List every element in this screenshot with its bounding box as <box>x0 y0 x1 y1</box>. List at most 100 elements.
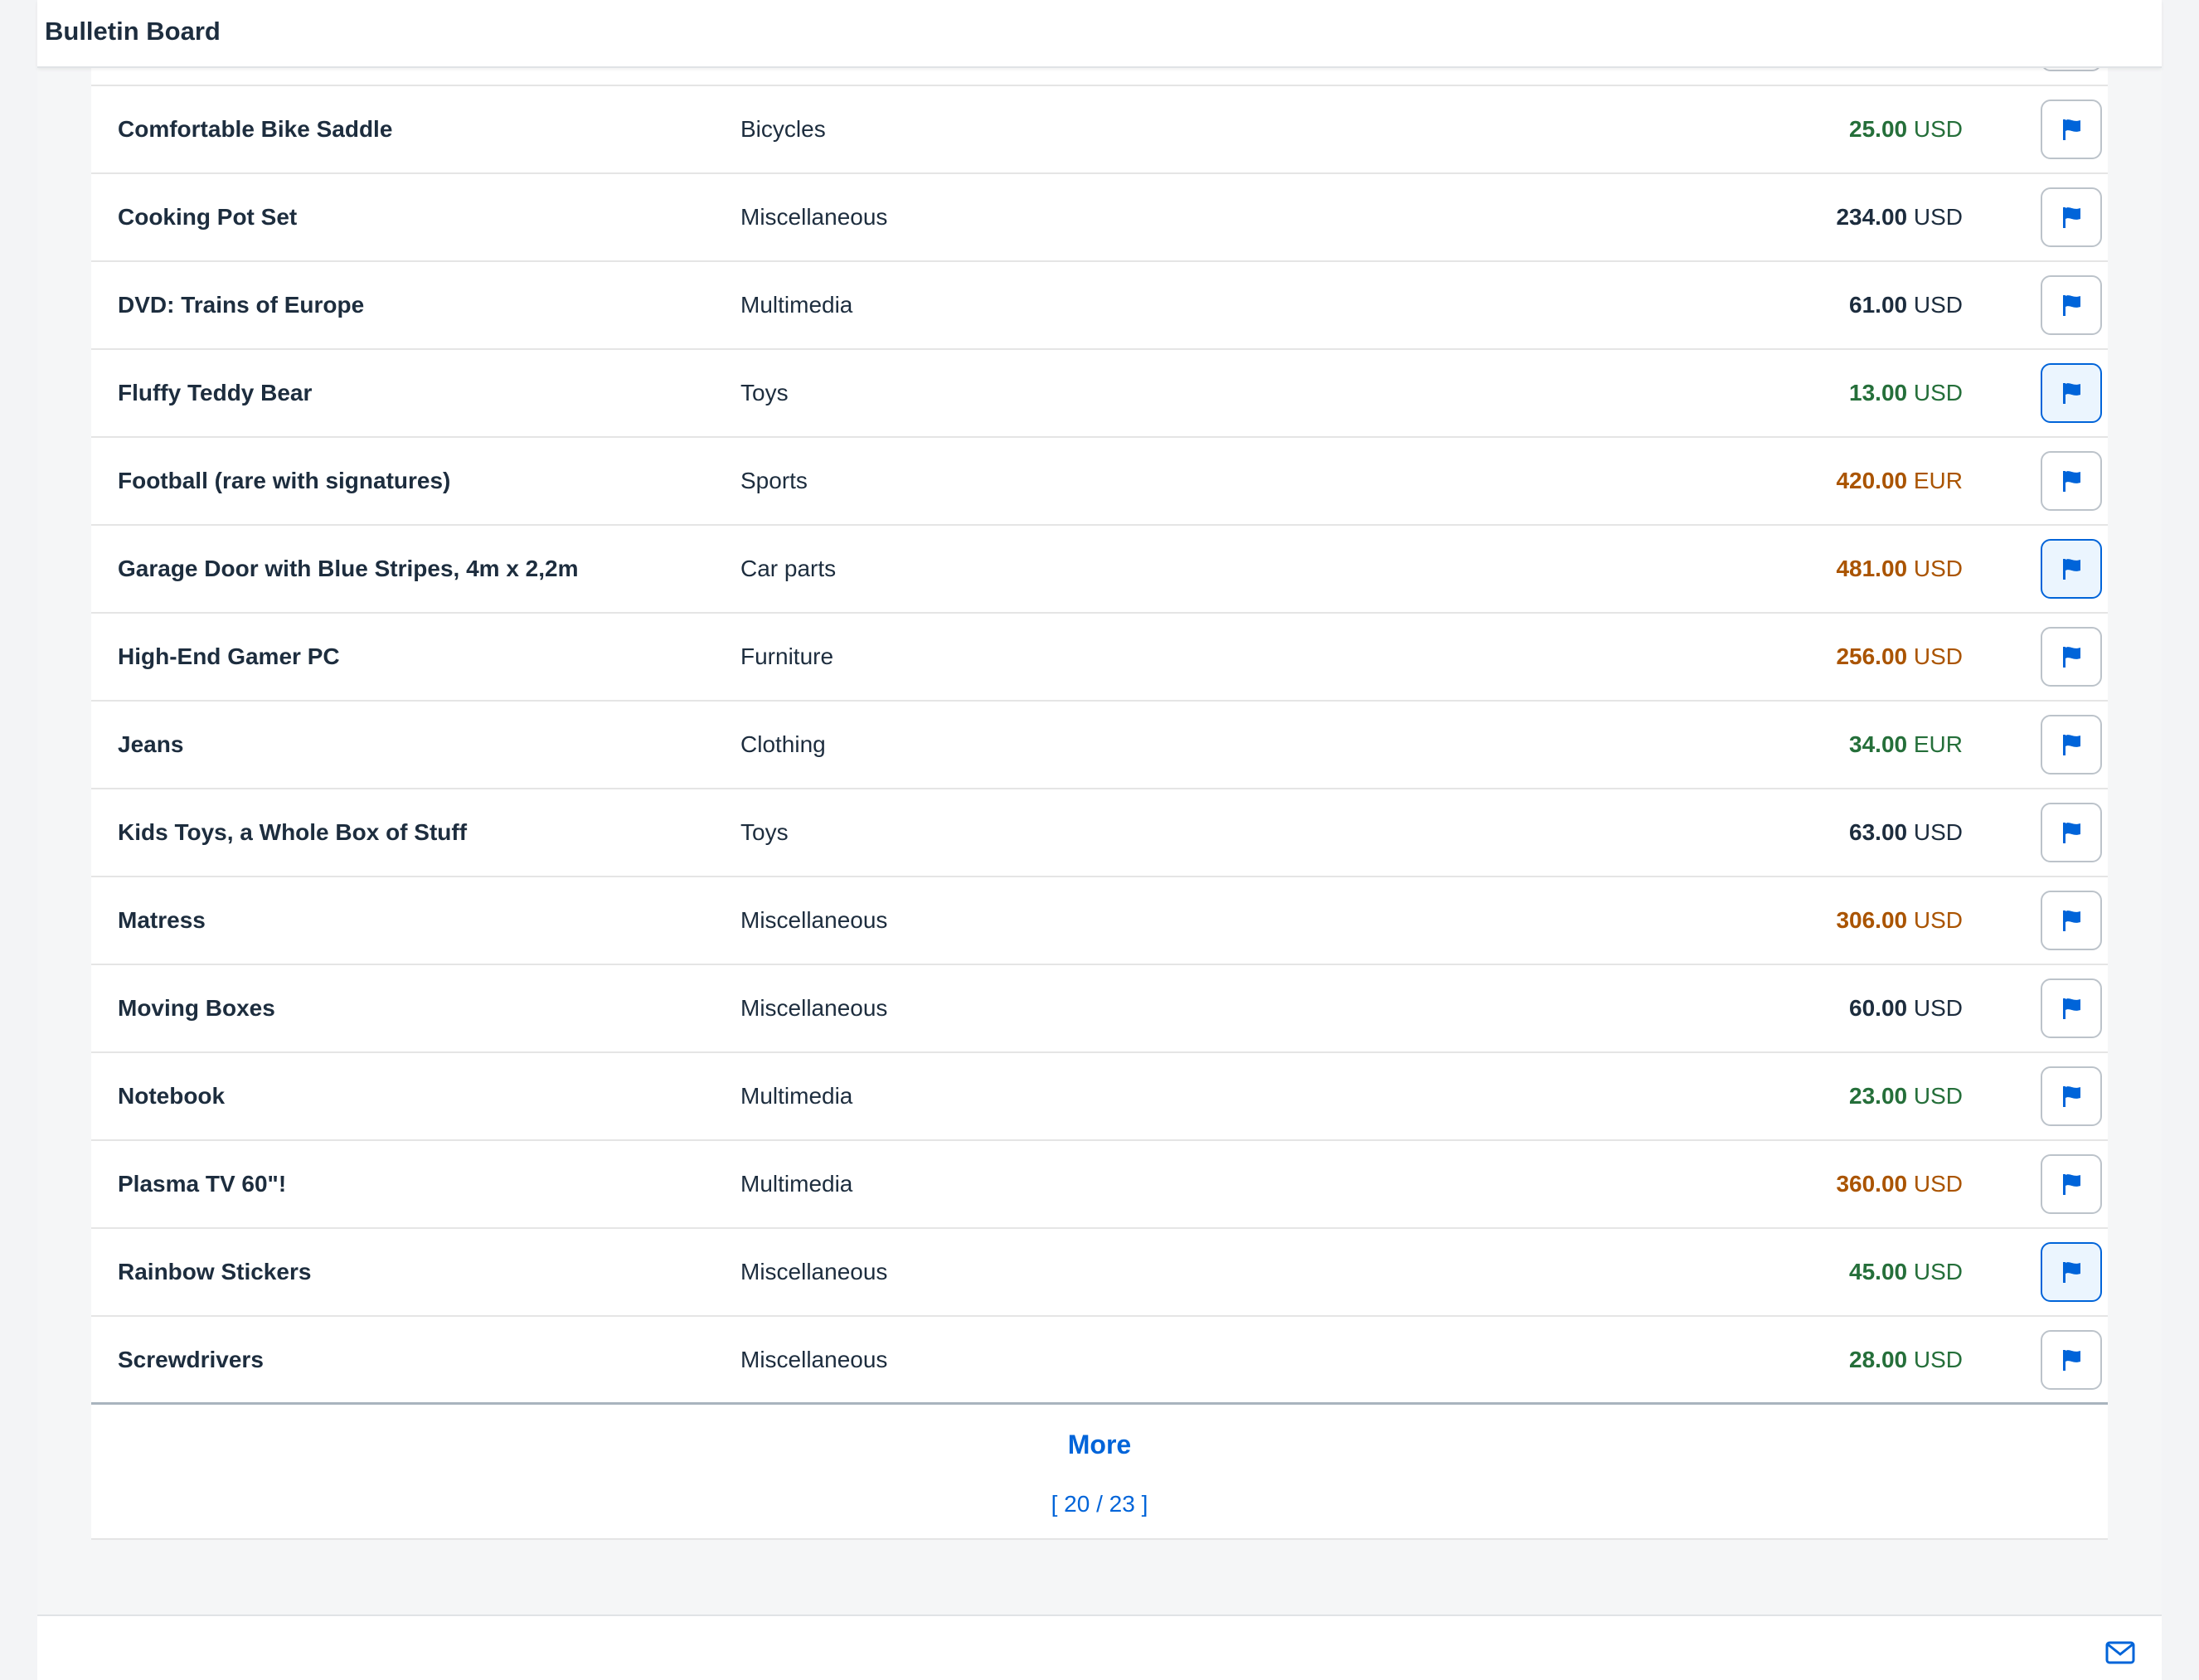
table-row[interactable]: Cooking Pot Set Miscellaneous 234.00 USD <box>91 174 2108 262</box>
item-title: Football (rare with signatures) <box>118 468 451 493</box>
item-category: Clothing <box>740 731 826 757</box>
table-row[interactable]: Rainbow Stickers Miscellaneous 45.00 USD <box>91 1229 2108 1317</box>
item-price-amount: 306.00 <box>1836 907 1908 933</box>
item-price-currency: EUR <box>1913 731 1963 757</box>
item-category: Toys <box>740 380 789 405</box>
flag-button[interactable] <box>2041 100 2102 159</box>
flag-button[interactable] <box>2041 1329 2102 1390</box>
flag-button[interactable] <box>2041 978 2102 1038</box>
table-row[interactable]: Kids Toys, a Whole Box of Stuff Toys 63.00… <box>91 789 2108 877</box>
item-price: 306.00 USD <box>1836 907 1963 934</box>
item-price: 481.00 USD <box>1836 556 1963 582</box>
item-price-currency: USD <box>1913 995 1963 1021</box>
more-count: [ 20 / 23 ] <box>1051 1491 1148 1517</box>
flag-button[interactable] <box>2041 715 2102 774</box>
flag-button[interactable] <box>2041 891 2102 950</box>
flag-button[interactable] <box>2041 803 2102 862</box>
table-row[interactable]: Plasma TV 60"! Multimedia 360.00 USD <box>91 1141 2108 1229</box>
table-row[interactable]: Garage Door with Blue Stripes, 4m x 2,2m… <box>91 526 2108 614</box>
flag-button[interactable] <box>2041 1154 2102 1214</box>
flag-button[interactable] <box>2041 187 2102 247</box>
item-price-amount: 63.00 <box>1849 819 1908 845</box>
table-row[interactable]: Matress Miscellaneous 306.00 USD <box>91 877 2108 965</box>
item-price-currency: USD <box>1913 1083 1963 1109</box>
flag-button[interactable] <box>2041 1066 2102 1126</box>
item-price-currency: USD <box>1913 116 1963 142</box>
mail-icon[interactable] <box>2105 1641 2135 1664</box>
flag-icon <box>2059 1347 2084 1372</box>
flag-icon <box>2059 205 2084 230</box>
table-row[interactable]: Jeans Clothing 34.00 EUR <box>91 702 2108 789</box>
table-row[interactable]: Notebook Multimedia 23.00 USD <box>91 1053 2108 1141</box>
item-price-currency: EUR <box>1913 468 1963 493</box>
table-row[interactable]: Comfortable Bike Saddle Bicycles 25.00 USD <box>91 86 2108 174</box>
item-price: 25.00 USD <box>1849 116 1963 143</box>
item-category: Miscellaneous <box>740 995 888 1021</box>
item-price-amount: 481.00 <box>1836 556 1908 581</box>
item-price: 61.00 USD <box>1849 292 1963 318</box>
flag-icon <box>2059 1172 2084 1197</box>
flag-button[interactable] <box>2041 275 2102 335</box>
flag-icon <box>2059 1084 2084 1109</box>
item-category: Sports <box>740 468 808 493</box>
item-category: Multimedia <box>740 1083 853 1109</box>
flag-icon <box>2059 820 2084 845</box>
item-category: Furniture <box>740 643 834 669</box>
item-price-currency: USD <box>1913 204 1963 230</box>
item-price: 234.00 USD <box>1836 204 1963 231</box>
more-button[interactable]: More <box>1067 1430 1132 1459</box>
table-row[interactable]: Football (rare with signatures) Sports 420… <box>91 438 2108 526</box>
item-title: Comfortable Bike Saddle <box>118 116 393 142</box>
item-category: Bicycles <box>740 116 826 142</box>
flag-button[interactable] <box>2041 1242 2102 1302</box>
item-price-amount: 34.00 <box>1849 731 1908 757</box>
table-row[interactable]: Screwdrivers Miscellaneous 28.00 USD <box>91 1317 2108 1405</box>
item-price: 60.00 USD <box>1849 995 1963 1022</box>
item-price-currency: USD <box>1913 292 1963 318</box>
item-category: Car parts <box>740 556 837 581</box>
item-category: Multimedia <box>740 1171 853 1197</box>
item-price: 63.00 USD <box>1849 819 1963 846</box>
table-row[interactable]: High-End Gamer PC Furniture 256.00 USD <box>91 614 2108 702</box>
item-price: 28.00 USD <box>1849 1347 1963 1373</box>
item-price: 45.00 USD <box>1849 1259 1963 1285</box>
item-title: Jeans <box>118 731 184 757</box>
flag-button[interactable] <box>2041 539 2102 599</box>
item-price-amount: 23.00 <box>1849 1083 1908 1109</box>
app-shell: Bulletin Board Cheap BoatMiscellaneous26… <box>37 0 2162 1680</box>
flag-icon <box>2059 644 2084 669</box>
item-title: Fluffy Teddy Bear <box>118 380 313 405</box>
item-price-amount: 360.00 <box>1836 1171 1908 1197</box>
table-row[interactable]: DVD: Trains of Europe Multimedia 61.00 USD <box>91 262 2108 350</box>
item-title: Cooking Pot Set <box>118 204 298 230</box>
flag-button[interactable] <box>2041 627 2102 687</box>
table-row[interactable]: Fluffy Teddy Bear Toys 13.00 USD <box>91 350 2108 438</box>
item-price-amount: 61.00 <box>1849 292 1908 318</box>
item-category: Miscellaneous <box>740 1259 888 1284</box>
item-title: Kids Toys, a Whole Box of Stuff <box>118 819 468 845</box>
table-body: Cheap BoatMiscellaneous26263.00 USDComfo… <box>91 0 2108 1405</box>
item-title: High-End Gamer PC <box>118 643 340 669</box>
flag-button[interactable] <box>2041 451 2102 511</box>
flag-icon <box>2059 381 2084 405</box>
item-price-amount: 234.00 <box>1836 204 1908 230</box>
flag-icon <box>2059 732 2084 757</box>
item-title: Notebook <box>118 1083 226 1109</box>
table-row[interactable]: Moving Boxes Miscellaneous 60.00 USD <box>91 965 2108 1053</box>
item-title: Rainbow Stickers <box>118 1259 312 1284</box>
flag-button[interactable] <box>2041 363 2102 423</box>
more-trigger[interactable]: More [ 20 / 23 ] <box>91 1405 2108 1540</box>
item-title: Moving Boxes <box>118 995 275 1021</box>
item-price-currency: USD <box>1913 1171 1963 1197</box>
item-price-currency: USD <box>1913 380 1963 405</box>
flag-icon <box>2059 556 2084 581</box>
item-price-currency: USD <box>1913 819 1963 845</box>
flag-icon <box>2059 908 2084 933</box>
item-price: 34.00 EUR <box>1849 731 1963 758</box>
item-price-amount: 13.00 <box>1849 380 1908 405</box>
item-price: 256.00 USD <box>1836 643 1963 670</box>
item-title: Garage Door with Blue Stripes, 4m x 2,2m <box>118 556 579 581</box>
item-price: 13.00 USD <box>1849 380 1963 406</box>
item-price-amount: 28.00 <box>1849 1346 1908 1372</box>
item-price-amount: 45.00 <box>1849 1259 1908 1284</box>
